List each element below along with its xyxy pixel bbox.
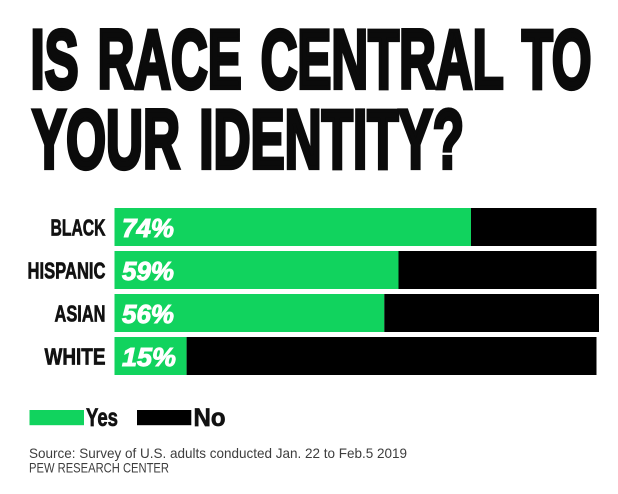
svg-text:Yes: Yes xyxy=(86,404,118,432)
svg-text:ASIAN: ASIAN xyxy=(55,301,106,327)
svg-text:59%: 59% xyxy=(122,256,174,286)
svg-text:74%: 74% xyxy=(122,213,174,243)
svg-text:No: No xyxy=(194,404,226,432)
svg-text:IS RACE CENTRAL TO: IS RACE CENTRAL TO xyxy=(31,12,592,106)
svg-text:HISPANIC: HISPANIC xyxy=(28,258,106,284)
svg-text:YOUR IDENTITY?: YOUR IDENTITY? xyxy=(32,92,464,186)
svg-text:15%: 15% xyxy=(122,342,176,372)
svg-text:BLACK: BLACK xyxy=(51,215,106,241)
svg-text:56%: 56% xyxy=(122,299,174,329)
svg-text:PEW RESEARCH CENTER: PEW RESEARCH CENTER xyxy=(29,460,169,476)
svg-text:Source: Survey of U.S. adults: Source: Survey of U.S. adults conducted … xyxy=(29,445,407,461)
svg-text:WHITE: WHITE xyxy=(45,344,106,370)
